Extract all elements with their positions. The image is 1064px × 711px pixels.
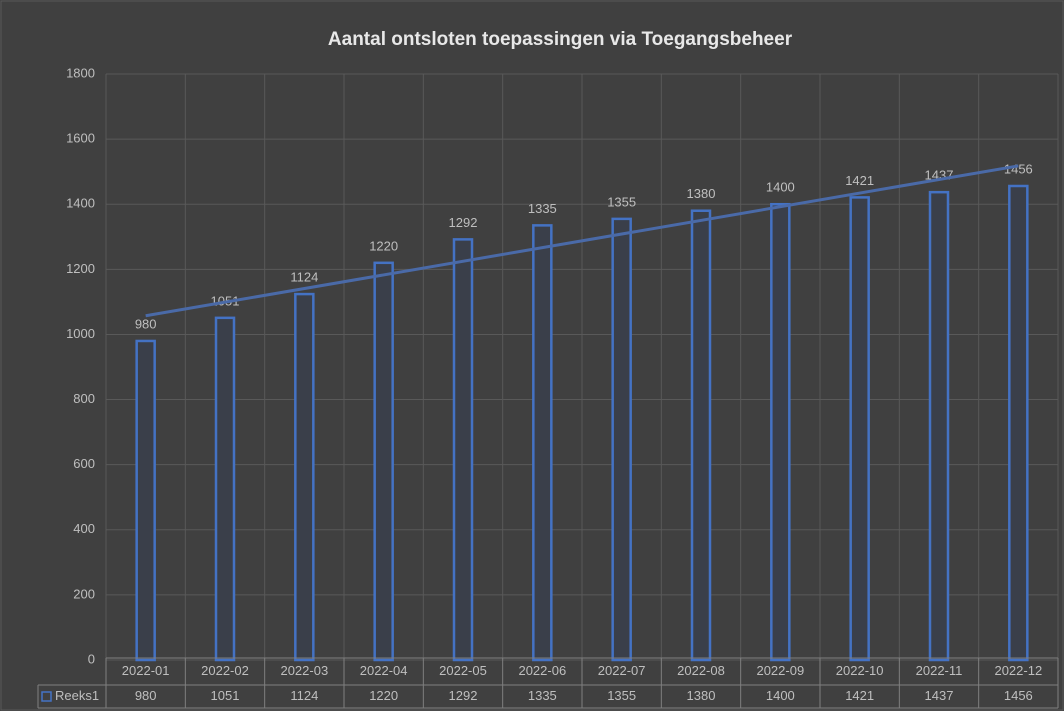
data-label: 1380 bbox=[687, 186, 716, 201]
table-value: 980 bbox=[135, 688, 157, 703]
x-tick-label: 2022-09 bbox=[756, 663, 804, 678]
table-value: 1220 bbox=[369, 688, 398, 703]
y-tick-label: 1000 bbox=[66, 326, 95, 341]
table-value: 1456 bbox=[1004, 688, 1033, 703]
bar bbox=[611, 217, 632, 662]
bar bbox=[770, 202, 791, 662]
trendline bbox=[145, 164, 1019, 318]
table-value: 1335 bbox=[528, 688, 557, 703]
y-tick-label: 400 bbox=[73, 521, 95, 536]
x-tick-label: 2022-03 bbox=[280, 663, 328, 678]
x-tick-label: 2022-12 bbox=[994, 663, 1042, 678]
data-label: 1456 bbox=[1004, 161, 1033, 176]
bar bbox=[135, 339, 156, 662]
y-tick-label: 0 bbox=[88, 651, 95, 666]
data-label: 1220 bbox=[369, 238, 398, 253]
table-value: 1124 bbox=[290, 688, 318, 703]
y-tick-label: 1200 bbox=[66, 261, 95, 276]
bar bbox=[452, 238, 474, 662]
data-label: 1124 bbox=[290, 270, 318, 285]
x-tick-label: 2022-08 bbox=[677, 663, 725, 678]
legend-label: Reeks1 bbox=[55, 688, 99, 703]
x-tick-label: 2022-04 bbox=[360, 663, 408, 678]
table-value: 1400 bbox=[766, 688, 795, 703]
y-tick-label: 600 bbox=[73, 456, 95, 471]
x-tick-label: 2022-10 bbox=[836, 663, 884, 678]
table-value: 1421 bbox=[845, 688, 874, 703]
table-value: 1051 bbox=[211, 688, 240, 703]
x-tick-label: 2022-11 bbox=[916, 663, 963, 678]
y-tick-label: 1800 bbox=[66, 65, 95, 80]
data-label: 1335 bbox=[528, 201, 557, 216]
x-tick-label: 2022-05 bbox=[439, 663, 487, 678]
x-tick-label: 2022-07 bbox=[598, 663, 646, 678]
data-label: 1400 bbox=[766, 180, 795, 195]
x-tick-label: 2022-01 bbox=[122, 663, 170, 678]
chart-title: Aantal ontsloten toepassingen via Toegan… bbox=[328, 29, 793, 50]
data-label: 980 bbox=[135, 316, 157, 331]
bar bbox=[1008, 184, 1029, 662]
legend-key bbox=[41, 691, 52, 702]
table-value: 1380 bbox=[687, 688, 716, 703]
bar bbox=[928, 190, 950, 662]
y-tick-label: 1600 bbox=[66, 131, 95, 146]
bar bbox=[294, 292, 315, 662]
bar bbox=[690, 209, 712, 662]
table-value: 1437 bbox=[925, 688, 954, 703]
table-value: 1355 bbox=[607, 688, 636, 703]
data-label: 1355 bbox=[607, 194, 636, 209]
y-tick-label: 800 bbox=[73, 391, 95, 406]
data-label: 1292 bbox=[449, 215, 478, 230]
bar bbox=[532, 224, 553, 662]
bar bbox=[849, 196, 870, 662]
bar bbox=[214, 316, 236, 662]
y-tick-label: 1400 bbox=[66, 196, 95, 211]
bar bbox=[373, 261, 394, 662]
data-label: 1421 bbox=[845, 173, 874, 188]
table-value: 1292 bbox=[449, 688, 478, 703]
x-tick-label: 2022-02 bbox=[201, 663, 249, 678]
x-tick-label: 2022-06 bbox=[518, 663, 566, 678]
y-tick-label: 200 bbox=[73, 586, 95, 601]
